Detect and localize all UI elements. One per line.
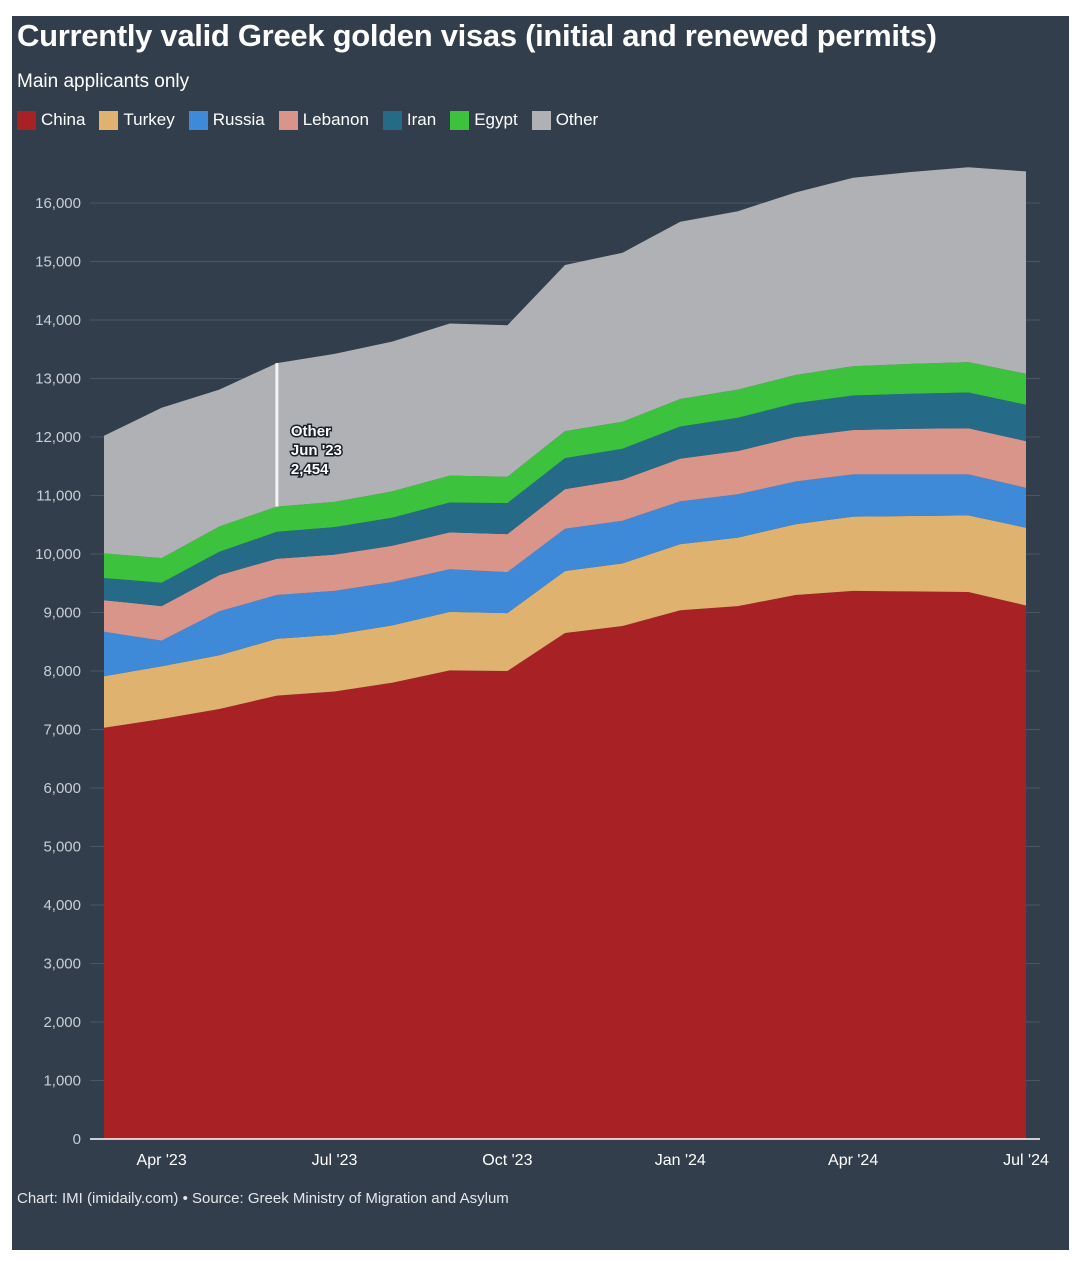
legend-item-turkey[interactable]: Turkey — [99, 110, 175, 130]
legend-item-china[interactable]: China — [17, 110, 85, 130]
legend-label-china: China — [41, 110, 86, 129]
legend-item-lebanon[interactable]: Lebanon — [278, 110, 369, 130]
tooltip-date-label: Jun '23 — [291, 442, 342, 459]
y-tick-label: 7,000 — [43, 722, 81, 739]
chart-title: Currently valid Greek golden visas (init… — [17, 18, 937, 53]
area-russia[interactable] — [104, 474, 1026, 677]
legend-item-russia[interactable]: Russia — [188, 110, 265, 130]
area-lebanon[interactable] — [104, 428, 1026, 641]
x-tick-label: Apr '23 — [137, 1152, 187, 1169]
y-tick-label: 11,000 — [36, 488, 81, 505]
y-tick-label: 12,000 — [35, 429, 81, 446]
legend-label-russia: Russia — [212, 110, 265, 129]
tooltip: Other Jun '23 2,454 — [275, 363, 343, 507]
legend-swatch-china — [17, 110, 36, 130]
y-tick-label: 3,000 — [43, 956, 81, 973]
legend-swatch-iran — [382, 110, 402, 130]
y-tick-label: 8,000 — [43, 663, 81, 680]
y-tick-label: 1,000 — [43, 1073, 81, 1090]
area-other[interactable] — [104, 167, 1026, 559]
x-tick-label: Jul '24 — [1003, 1152, 1049, 1169]
y-tick-label: 15,000 — [35, 254, 81, 271]
x-tick-label: Jan '24 — [655, 1152, 706, 1169]
tooltip-value-label: 2,454 — [291, 461, 329, 478]
area-china[interactable] — [104, 590, 1026, 1139]
y-tick-label: 16,000 — [35, 195, 81, 212]
y-tick-label: 6,000 — [43, 780, 81, 797]
x-tick-label: Jul '23 — [312, 1152, 358, 1169]
legend-item-iran[interactable]: Iran — [382, 110, 437, 130]
y-tick-label: 2,000 — [43, 1014, 81, 1031]
x-axis-ticks: Apr '23 Jul '23 Oct '23 Jan '24 Apr '24 Jul '… — [137, 1152, 1049, 1169]
y-axis-ticks: 0 1,000 2,000 3,000 4,000 5,000 6,000 7,000 8,00… — [35, 195, 81, 1148]
y-tick-label: 14,000 — [35, 312, 81, 329]
legend-label-egypt: Egypt — [474, 110, 518, 129]
area-iran[interactable] — [104, 392, 1026, 607]
y-tick-label: 4,000 — [43, 897, 81, 914]
legend-label-iran: Iran — [406, 110, 437, 129]
legend: China Turkey Russia Lebanon Iran Egypt O… — [17, 110, 612, 130]
legend-swatch-russia — [188, 110, 208, 130]
tooltip-series-label: Other — [291, 423, 331, 440]
legend-label-turkey: Turkey — [123, 110, 175, 129]
x-tick-label: Oct '23 — [482, 1152, 532, 1169]
areas — [104, 167, 1026, 1139]
legend-swatch-lebanon — [278, 110, 298, 130]
y-tick-label: 0 — [73, 1131, 81, 1148]
area-turkey[interactable] — [104, 515, 1026, 728]
y-tick-label: 5,000 — [43, 839, 81, 856]
legend-swatch-egypt — [450, 110, 470, 130]
legend-swatch-other — [531, 110, 551, 130]
source-note: Chart: IMI (imidaily.com) • Source: Gree… — [17, 1190, 509, 1207]
y-tick-label: 10,000 — [35, 546, 81, 563]
y-tick-label: 13,000 — [35, 371, 81, 388]
y-tick-label: 9,000 — [43, 605, 81, 622]
legend-label-other: Other — [555, 110, 599, 129]
area-egypt[interactable] — [104, 362, 1026, 583]
legend-label-lebanon: Lebanon — [302, 110, 369, 129]
x-tick-label: Apr '24 — [828, 1152, 878, 1169]
legend-item-egypt[interactable]: Egypt — [450, 110, 518, 130]
chart-subtitle: Main applicants only — [17, 71, 190, 92]
legend-item-other[interactable]: Other — [531, 110, 599, 130]
legend-swatch-turkey — [99, 110, 119, 130]
